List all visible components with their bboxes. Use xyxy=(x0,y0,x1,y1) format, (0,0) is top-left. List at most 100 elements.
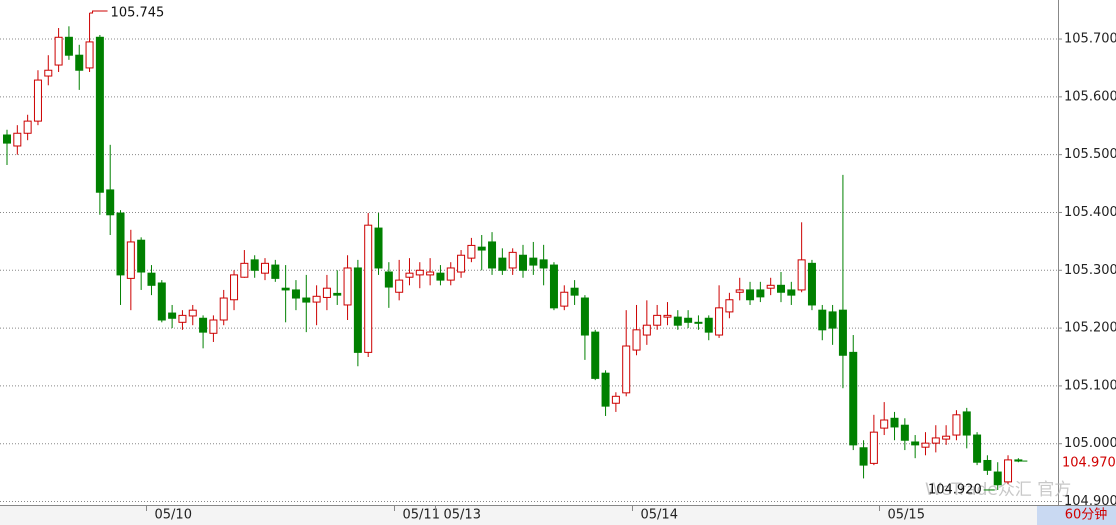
y-tick-label: 105.000 xyxy=(1064,436,1116,451)
candle-body xyxy=(178,314,187,323)
watermark: WeTrade众汇 官方 xyxy=(925,480,1071,500)
candle-body xyxy=(942,435,951,440)
candle-body xyxy=(560,291,569,307)
candle-body xyxy=(312,295,321,303)
candle-body xyxy=(281,287,290,291)
y-tick-label: 105.400 xyxy=(1064,205,1116,220)
candle-body xyxy=(828,311,837,329)
candle-body xyxy=(446,267,455,281)
x-tick-label: 05/13 xyxy=(444,508,481,523)
candle-body xyxy=(818,309,827,331)
candle-body xyxy=(601,372,610,407)
candle-body xyxy=(415,269,424,276)
candle-body xyxy=(725,299,734,313)
candle-body xyxy=(952,414,961,436)
candle-body xyxy=(488,241,497,269)
candle-body xyxy=(168,312,177,319)
candle-body xyxy=(642,324,651,336)
candle-body xyxy=(900,424,909,441)
candle-body xyxy=(611,395,620,404)
candle-body xyxy=(261,262,269,274)
candle-body xyxy=(890,417,899,428)
candle-body xyxy=(859,447,868,466)
candle-body xyxy=(116,212,125,276)
max-label: 105.745 xyxy=(111,6,165,21)
candle-body xyxy=(673,316,682,326)
candle-body xyxy=(405,272,414,278)
candle-body xyxy=(797,259,806,291)
candle-body xyxy=(735,289,744,293)
candle-body xyxy=(137,239,146,273)
candle-body xyxy=(973,434,982,463)
y-tick-label: 105.300 xyxy=(1064,263,1116,278)
candle-body xyxy=(622,345,631,394)
last-price-label: 104.970 xyxy=(1062,456,1116,471)
candle-body xyxy=(983,459,992,471)
candle-body xyxy=(157,282,166,321)
x-tick-label: 05/15 xyxy=(888,508,925,523)
candle-body xyxy=(209,319,218,334)
candle-body xyxy=(632,329,641,351)
candle-body xyxy=(271,264,280,279)
candle-body xyxy=(199,317,208,333)
candle-body xyxy=(75,54,84,71)
candle-body xyxy=(467,244,476,259)
candle-body xyxy=(374,227,383,269)
candle-body xyxy=(33,79,42,122)
candle-body xyxy=(230,274,239,301)
candle-body xyxy=(993,471,1002,486)
timeframe-box[interactable] xyxy=(1037,506,1116,525)
candle-body xyxy=(591,331,600,379)
y-tick-label: 105.600 xyxy=(1064,89,1116,104)
candle-body xyxy=(715,307,724,336)
candle-body xyxy=(95,36,104,193)
candle-body xyxy=(343,267,352,306)
candle-body xyxy=(322,287,331,298)
candle-body xyxy=(684,317,693,323)
y-tick-label: 105.500 xyxy=(1064,147,1116,162)
candle-body xyxy=(1014,459,1023,462)
candle-body xyxy=(849,351,858,446)
max-pointer xyxy=(89,10,108,14)
x-tick-label: 05/11 xyxy=(403,508,440,523)
candle-body xyxy=(477,246,486,251)
y-tick-label: 104.900 xyxy=(1064,494,1116,509)
candle-body xyxy=(570,287,579,296)
x-tick-label: 05/10 xyxy=(155,508,192,523)
x-tick-label: 05/14 xyxy=(641,508,678,523)
candle-body xyxy=(498,257,507,271)
candle-body xyxy=(549,264,558,309)
candle-body xyxy=(250,259,259,271)
candle-body xyxy=(23,120,32,134)
candle-body xyxy=(807,262,816,306)
candle-body xyxy=(426,271,435,276)
candle-body xyxy=(869,431,878,464)
candle-body xyxy=(333,292,342,296)
candle-body xyxy=(777,284,785,293)
candle-body xyxy=(188,309,197,317)
candle-body xyxy=(44,69,53,77)
candle-body xyxy=(694,321,703,324)
candle-body xyxy=(539,259,548,269)
candle-body xyxy=(436,272,445,281)
candle-body xyxy=(106,189,115,216)
candle-body xyxy=(3,134,11,144)
candle-body xyxy=(126,241,135,279)
candle-body xyxy=(85,41,94,69)
candle-body xyxy=(766,284,775,289)
candle-body xyxy=(787,289,796,296)
y-tick-label: 105.700 xyxy=(1064,32,1116,47)
candle-body xyxy=(756,289,765,298)
candle-body xyxy=(580,297,589,336)
candle-body xyxy=(364,224,373,353)
candle-body xyxy=(291,289,300,299)
candle-body xyxy=(663,314,672,318)
candle-body xyxy=(384,271,393,288)
y-tick-label: 105.200 xyxy=(1064,321,1116,336)
candle-body xyxy=(240,262,249,278)
candle-body xyxy=(962,411,971,436)
timeframe[interactable]: 60分钟 xyxy=(1065,507,1108,523)
candle-body xyxy=(519,254,527,271)
candle-body xyxy=(911,441,920,446)
